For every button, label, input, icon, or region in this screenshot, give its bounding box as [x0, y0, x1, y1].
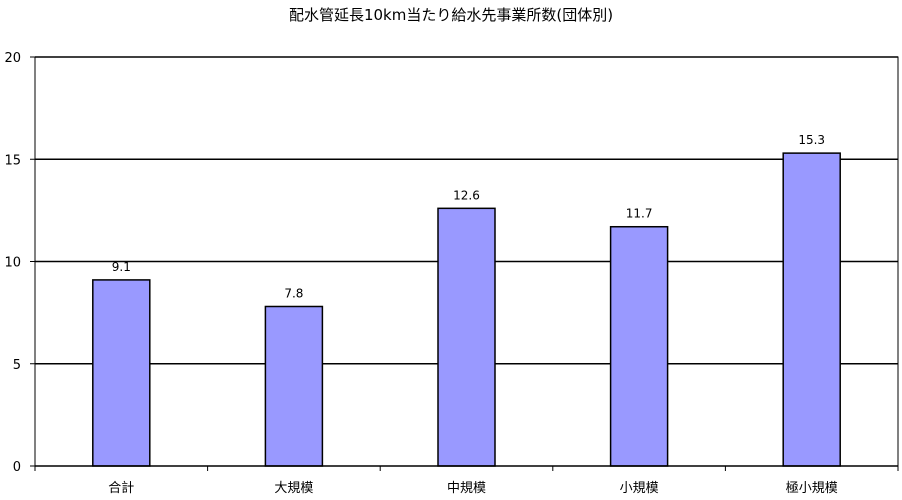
value-label-大規模: 7.8: [284, 286, 303, 300]
bar-中規模: [437, 207, 496, 467]
value-label-合計: 9.1: [112, 260, 131, 274]
chart-title: 配水管延長10km当たり給水先事業所数(団体別): [288, 6, 614, 24]
bar-大規模: [264, 305, 324, 467]
y-tick-label-20: 20: [4, 51, 21, 66]
x-tick-label-小規模: 小規模: [620, 481, 659, 496]
bar-合計: [92, 279, 151, 467]
labels: 0 5 10 15 20 9.1 合計 7.8 大規模 12.6 中規模 11.7 小規模 15.3 極小規…: [4, 51, 837, 496]
x-tick-label-合計: 合計: [108, 480, 134, 496]
bars: [92, 152, 841, 467]
y-tick-label-5: 5: [13, 358, 21, 373]
value-label-中規模: 12.6: [453, 188, 480, 202]
value-label-小規模: 11.7: [626, 207, 653, 221]
axes: [30, 56, 899, 471]
y-tick-label-15: 15: [4, 153, 21, 168]
bar-極小規模: [782, 152, 841, 467]
x-tick-label-大規模: 大規模: [274, 481, 313, 496]
x-tick-label-中規模: 中規模: [447, 481, 486, 496]
y-tick-label-10: 10: [4, 256, 21, 271]
bar-小規模: [609, 225, 669, 467]
y-tick-label-0: 0: [13, 460, 21, 475]
x-tick-label-極小規模: 極小規模: [786, 480, 838, 496]
value-label-極小規模: 15.3: [798, 133, 825, 147]
